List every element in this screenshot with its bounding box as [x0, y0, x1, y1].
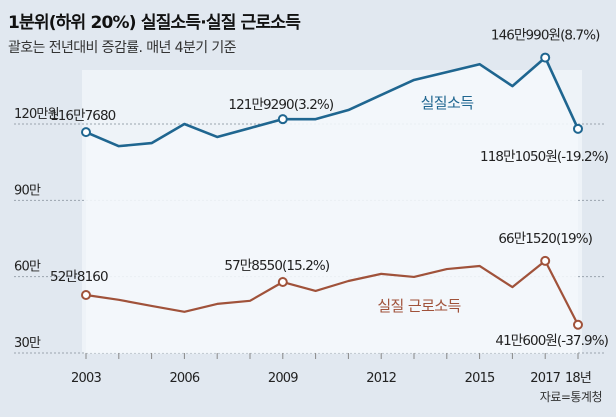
area-fills	[86, 57, 578, 354]
income-line	[85, 56, 580, 148]
data-point-marker	[573, 123, 583, 134]
data-point-marker	[81, 289, 91, 300]
source-note: 자료=통계청	[539, 390, 603, 404]
gridlines: 30만 60만 90만 120만원	[14, 107, 604, 354]
y-tick-label: 90만	[14, 183, 41, 198]
chart-subtitle: 괄호는 전년대비 증감률. 매년 4분기 기준	[8, 40, 236, 56]
data-point-marker	[540, 52, 551, 63]
y-tick-label: 120만원	[14, 107, 59, 122]
data-label: 146만990원(8.7%)	[491, 28, 600, 44]
x-tick-label: 2015	[465, 371, 495, 386]
x-tick-label: 18년	[565, 371, 591, 386]
data-label: 57만8550(15.2%)	[224, 258, 329, 274]
income-area	[86, 57, 578, 354]
data-label: 41만600원(-37.9%)	[495, 333, 608, 349]
x-axis: 2003 2006 2009 2012 2015 2017 18년	[71, 353, 592, 386]
x-tick-label: 2009	[268, 371, 298, 386]
data-point-marker	[540, 255, 551, 266]
chart-title: 1분위(하위 20%) 실질소득·실질 근로소득	[8, 13, 301, 33]
series-label-income: 실질소득	[421, 94, 475, 112]
y-tick-label: 30만	[14, 336, 41, 351]
data-point-marker	[277, 114, 288, 125]
series-label-labor-income: 실질 근로소득	[377, 297, 461, 315]
data-label: 116만7680	[50, 108, 116, 124]
x-tick-label: 2017	[530, 371, 560, 386]
data-label: 52만8160	[50, 269, 108, 285]
data-label: 121만9290(3.2%)	[228, 97, 333, 113]
annotations: 116만7680 121만9290(3.2%) 146만990원(8.7%) 118만…	[50, 28, 610, 349]
data-label: 66만1520(19%)	[498, 231, 592, 247]
series	[81, 52, 583, 330]
x-tick-label: 2012	[366, 371, 396, 386]
data-point-marker	[573, 319, 583, 330]
data-point-marker	[277, 277, 288, 288]
x-tick-label: 2003	[71, 371, 101, 386]
x-tick-label: 2006	[169, 371, 199, 386]
data-point-marker	[81, 127, 91, 138]
labor-income-line	[85, 259, 579, 326]
data-label: 118만1050원(-19.2%)	[480, 149, 609, 165]
y-tick-label: 60만	[14, 260, 41, 275]
